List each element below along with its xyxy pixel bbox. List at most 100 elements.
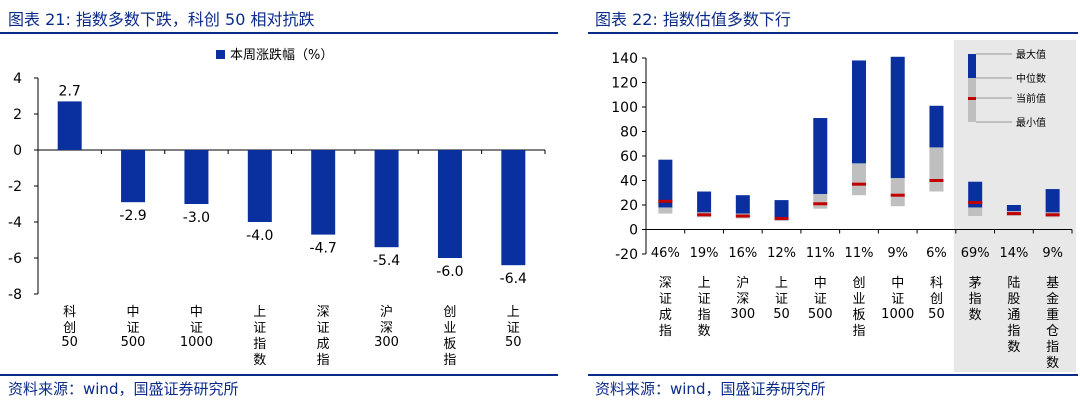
y-tick-label: 80 bbox=[620, 125, 638, 141]
x-tick-label: 沪深 300 bbox=[374, 304, 399, 350]
y-tick-label: 2 bbox=[13, 107, 22, 123]
range-upper-陆股通指数 bbox=[1006, 205, 1021, 212]
x-tick-label: 陆股通指数 bbox=[1007, 275, 1020, 355]
range-upper-深证成指 bbox=[658, 159, 673, 208]
x-tick-label-part: 指 bbox=[443, 353, 456, 368]
y-tick-label: 0 bbox=[13, 143, 22, 159]
x-tick-label-part: 上 bbox=[507, 305, 520, 320]
legend-label: 本周涨跌幅（%） bbox=[230, 47, 333, 63]
range-upper-科创50 bbox=[929, 105, 944, 148]
x-tick-label-part: 指 bbox=[1046, 340, 1059, 355]
bar-中证1000 bbox=[184, 150, 209, 204]
x-tick-label: 深证成指 bbox=[317, 305, 330, 368]
range-lower-中证500 bbox=[813, 193, 828, 209]
y-tick-label: -6 bbox=[8, 251, 22, 267]
x-tick-label-part: 证 bbox=[775, 292, 788, 307]
percentile-label: 16% bbox=[728, 246, 757, 261]
x-tick-label-part: 沪 bbox=[380, 304, 393, 320]
x-tick-label-part: 指 bbox=[659, 324, 672, 339]
x-tick-label: 上证指数 bbox=[253, 305, 266, 368]
x-tick-label-part: 证 bbox=[253, 321, 266, 336]
x-tick-label-part: 证 bbox=[507, 321, 520, 336]
x-tick-label-part: 金 bbox=[1046, 291, 1059, 307]
x-tick-label-part: 创 bbox=[852, 276, 865, 291]
y-tick-label: 120 bbox=[611, 76, 638, 92]
x-tick-label-part: 1000 bbox=[180, 335, 213, 350]
x-tick-label-part: 500 bbox=[121, 335, 146, 350]
percentile-label: 9% bbox=[887, 246, 908, 261]
x-tick-label-part: 通 bbox=[1007, 308, 1020, 323]
value-label: -3.0 bbox=[183, 210, 210, 226]
current-marker-茅指数 bbox=[968, 201, 983, 205]
x-tick-label-part: 证 bbox=[659, 292, 672, 307]
current-marker-沪深300 bbox=[735, 214, 750, 218]
x-tick-label-part: 茅 bbox=[969, 276, 982, 291]
y-tick-label: -2 bbox=[8, 179, 22, 195]
y-tick-label: 4 bbox=[13, 71, 22, 87]
x-tick-label-part: 股 bbox=[1007, 292, 1020, 307]
x-tick-label: 中证 500 bbox=[808, 276, 833, 322]
percentile-label: 69% bbox=[961, 246, 990, 261]
left-title-rule bbox=[0, 32, 558, 34]
value-label: -4.7 bbox=[310, 241, 337, 257]
x-tick-label-part: 数 bbox=[253, 353, 266, 368]
x-tick-label-part: 深 bbox=[380, 321, 393, 336]
x-tick-label-part: 中 bbox=[127, 305, 140, 320]
range-upper-中证1000 bbox=[890, 56, 905, 179]
y-tick-label: 40 bbox=[620, 174, 638, 190]
x-tick-label-part: 中 bbox=[190, 305, 203, 320]
y-tick-label: 140 bbox=[611, 51, 638, 67]
current-marker-中证1000 bbox=[890, 193, 905, 197]
percentile-label: 12% bbox=[767, 246, 796, 261]
x-tick-label-part: 500 bbox=[808, 307, 833, 322]
x-tick-label: 上证 50 bbox=[505, 305, 522, 350]
x-tick-label: 科创 50 bbox=[61, 305, 78, 350]
x-tick-label-part: 基 bbox=[1046, 276, 1059, 291]
x-tick-label: 中证 500 bbox=[121, 305, 146, 350]
x-tick-label-part: 证 bbox=[814, 292, 827, 307]
bar-创业板指 bbox=[437, 150, 462, 258]
x-tick-label: 深证成指 bbox=[659, 276, 672, 339]
range-lower-中证1000 bbox=[890, 178, 905, 207]
x-tick-label-part: 300 bbox=[730, 307, 755, 322]
percentile-label: 46% bbox=[651, 246, 680, 261]
x-tick-label-part: 证 bbox=[127, 321, 140, 336]
x-tick-label-part: 证 bbox=[317, 321, 330, 336]
x-tick-label-part: 创 bbox=[443, 305, 456, 320]
y-tick-label: 20 bbox=[620, 198, 638, 214]
range-upper-茅指数 bbox=[968, 181, 983, 208]
x-tick-label-part: 中 bbox=[814, 276, 827, 291]
range-upper-上证50 bbox=[774, 200, 789, 218]
y-tick-label: 100 bbox=[611, 100, 638, 116]
x-tick-label: 中证 1000 bbox=[180, 305, 213, 350]
legend-current-label: 当前值 bbox=[1016, 92, 1046, 105]
x-tick-label-part: 科 bbox=[930, 276, 943, 291]
x-tick-label-part: 成 bbox=[659, 308, 672, 323]
x-tick-label: 上证 50 bbox=[773, 276, 790, 322]
x-tick-label-part: 50 bbox=[61, 335, 78, 350]
percentile-label: 11% bbox=[806, 246, 835, 261]
left-source: 资料来源：wind，国盛证券研究所 bbox=[8, 380, 239, 398]
left-chart-title: 图表 21: 指数多数下跌，科创 50 相对抗跌 bbox=[8, 10, 315, 29]
x-tick-label: 基金重仓指数 bbox=[1046, 276, 1059, 371]
x-tick-label-part: 业 bbox=[443, 321, 456, 336]
range-lower-科创50 bbox=[929, 147, 944, 192]
percentile-label: 19% bbox=[690, 246, 719, 261]
x-tick-label-part: 上 bbox=[775, 276, 788, 291]
x-tick-label: 创业板指 bbox=[443, 305, 456, 368]
value-label: -4.0 bbox=[246, 228, 273, 244]
value-label: -2.9 bbox=[119, 208, 146, 224]
x-tick-label-part: 中 bbox=[891, 276, 904, 291]
y-tick-label: -20 bbox=[615, 247, 638, 263]
y-tick-label: -4 bbox=[8, 215, 22, 231]
x-tick-label-part: 上 bbox=[253, 305, 266, 320]
x-tick-label-part: 沪 bbox=[736, 275, 749, 291]
x-tick-label-part: 仓 bbox=[1046, 324, 1059, 339]
x-tick-label-part: 深 bbox=[317, 305, 330, 320]
legend-swatch bbox=[216, 50, 225, 59]
x-tick-label-part: 科 bbox=[63, 305, 76, 320]
range-upper-上证指数 bbox=[697, 191, 712, 213]
x-tick-label-part: 数 bbox=[969, 308, 982, 323]
